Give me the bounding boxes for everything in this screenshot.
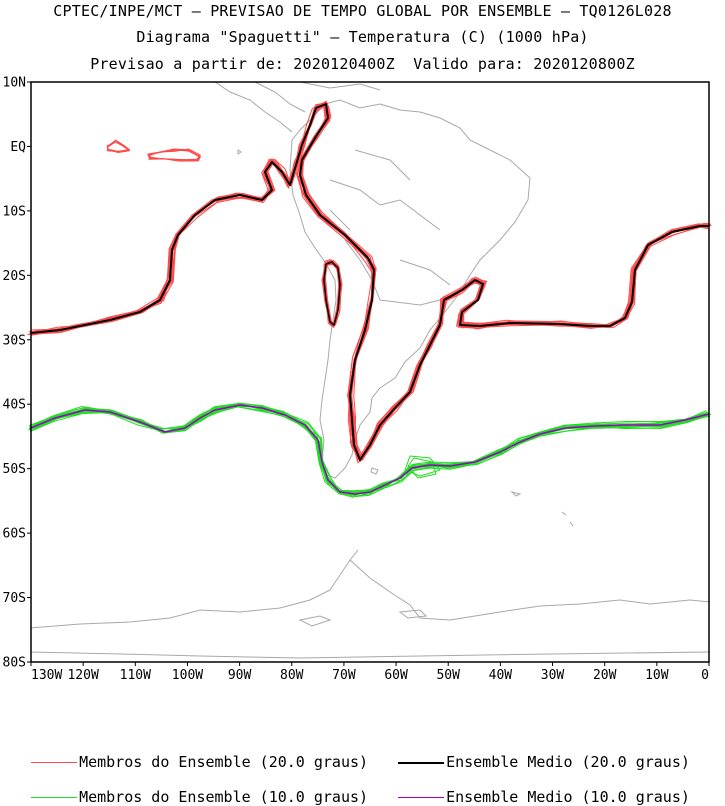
- lon-tick-label: 130W: [31, 668, 62, 683]
- member-10-contour: [28, 402, 709, 493]
- lat-tick-label: 30S: [3, 333, 26, 348]
- antarctic-islands: [298, 511, 574, 627]
- lat-tick-label: 50S: [3, 462, 26, 477]
- legend-member10-swatch: [31, 797, 78, 798]
- member-20-contour: [30, 103, 711, 461]
- legend-mean20: Ensemble Medio (20.0 graus): [380, 735, 690, 771]
- mean-20-contour: [30, 103, 709, 461]
- ensemble-members-10-group: [28, 402, 712, 498]
- ensemble-members-20-group: [27, 100, 712, 464]
- member-20-small-contour: [147, 149, 200, 161]
- lon-tick-label: 50W: [436, 668, 460, 683]
- mean-10-contour: [30, 404, 710, 495]
- legend-mean10-swatch: [398, 797, 445, 798]
- south-america-coast: [289, 99, 531, 479]
- member-10-contour: [32, 403, 710, 494]
- lon-tick-label: 40W: [489, 668, 513, 683]
- central-america-coast: [214, 81, 381, 133]
- antarctica-coast: [29, 549, 711, 659]
- lon-tick-label: 30W: [541, 668, 565, 683]
- legend-member20-swatch: [31, 762, 78, 763]
- lon-tick-label: 80W: [280, 668, 304, 683]
- lon-tick-label: 10W: [645, 668, 669, 683]
- member-20-contour: [30, 102, 710, 458]
- member-10-loop: [404, 455, 441, 477]
- lat-tick-label: EQ: [10, 140, 26, 155]
- legend-member20-label: Membros do Ensemble (20.0 graus): [79, 753, 369, 771]
- legend-mean10: Ensemble Medio (10.0 graus): [380, 770, 690, 806]
- lon-tick-label: 20W: [593, 668, 617, 683]
- ensemble-mean-10-group: [30, 404, 710, 495]
- member-20-contour: [31, 106, 708, 464]
- title-line-2: Diagrama "Spaguetti" — Temperatura (C) (…: [136, 28, 589, 46]
- lon-tick-label: 100W: [172, 668, 203, 683]
- legend-mean10-label: Ensemble Medio (10.0 graus): [446, 788, 690, 806]
- map-frame: [30, 81, 710, 663]
- lon-tick-label: 90W: [228, 668, 252, 683]
- lon-tick-label: 120W: [67, 668, 98, 683]
- lat-tick-label: 10N: [3, 76, 26, 91]
- member-20-contour: [28, 102, 708, 460]
- lon-tick-label: 0: [701, 668, 709, 683]
- lat-tick-label: 40S: [3, 398, 26, 413]
- member-20-small-contour: [106, 139, 130, 152]
- lat-tick-label: 60S: [3, 527, 26, 542]
- member-10-loop: [407, 457, 437, 479]
- lon-tick-label: 70W: [332, 668, 356, 683]
- title-line-1: CPTEC/INPE/MCT — PREVISAO DE TEMPO GLOBA…: [53, 2, 672, 20]
- lat-tick-label: 20S: [3, 269, 26, 284]
- lon-tick-label: 110W: [120, 668, 151, 683]
- title-line-3: Previsao a partir de: 2020120400Z Valido…: [90, 55, 635, 73]
- mean-20-closed-contour: [323, 261, 341, 326]
- latitude-axis: 10N EQ 10S 20S 30S 40S 50S 60S 70S 80S: [3, 76, 31, 671]
- member-20-contour: [31, 104, 709, 460]
- legend-member20: Membros do Ensemble (20.0 graus): [13, 735, 368, 771]
- member-20-contour: [30, 100, 709, 461]
- galapagos: [237, 149, 242, 155]
- legend-member10-label: Membros do Ensemble (10.0 graus): [79, 788, 369, 806]
- member-20-contour: [31, 102, 709, 463]
- member-20-contour: [27, 103, 709, 461]
- lon-tick-label: 60W: [384, 668, 408, 683]
- member-20-contour: [28, 103, 707, 460]
- lat-tick-label: 10S: [3, 204, 26, 219]
- legend-mean20-label: Ensemble Medio (20.0 graus): [446, 753, 690, 771]
- longitude-axis: 130W 120W 110W 100W 90W 80W 70W 60W 50W 40W 30W 20W…: [30, 662, 710, 683]
- ensemble-mean-20-group: [30, 103, 709, 461]
- coastlines-borders: [29, 81, 711, 659]
- lat-tick-label: 70S: [3, 591, 26, 606]
- falklands: [370, 467, 522, 497]
- member-20-contour: [29, 103, 707, 460]
- lat-tick-label: 80S: [3, 656, 26, 671]
- country-borders: [329, 149, 451, 306]
- legend-mean20-swatch: [398, 761, 445, 764]
- legend-member10: Membros do Ensemble (10.0 graus): [13, 770, 368, 806]
